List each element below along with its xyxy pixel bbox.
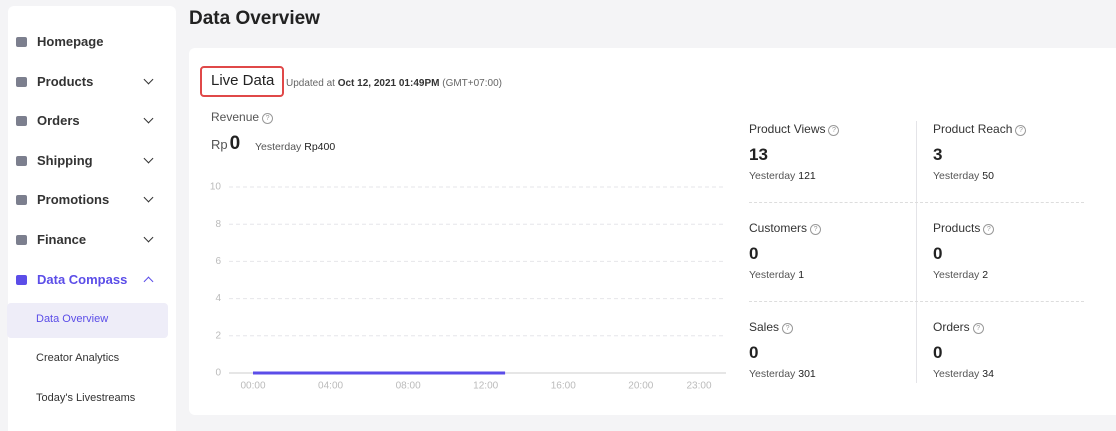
yesterday-label: Yesterday <box>749 170 796 182</box>
y-tick-label: 4 <box>215 293 221 304</box>
metric-value: 0 <box>749 244 759 263</box>
y-tick-label: 2 <box>215 330 221 341</box>
nav-subitem[interactable]: Today's Livestreams <box>36 392 136 404</box>
updated-time: Oct 12, 2021 01:49PM <box>337 78 440 89</box>
y-tick-label: 0 <box>215 368 221 379</box>
yesterday-label: Yesterday <box>933 269 980 281</box>
nav-item[interactable]: Finance <box>37 232 87 247</box>
help-icon[interactable]: ? <box>828 125 840 136</box>
nav-icon <box>16 235 27 245</box>
metric-label-text: Orders <box>933 320 970 334</box>
revenue-label: Revenue? <box>211 110 274 124</box>
y-tick-label: 8 <box>215 219 221 230</box>
metric-label: Product Views? <box>749 122 840 136</box>
yesterday-value: 2 <box>982 269 989 281</box>
yesterday-value: 301 <box>798 368 816 380</box>
nav-item[interactable]: Data Compass <box>37 272 128 287</box>
metric-label: Orders? <box>933 320 984 334</box>
y-tick-label: 10 <box>210 182 222 193</box>
x-tick-label: 23:00 <box>686 381 711 392</box>
help-icon[interactable]: ? <box>1015 125 1027 136</box>
nav-icon <box>16 195 27 205</box>
x-tick-label: 12:00 <box>473 381 498 392</box>
metric-value: 0 <box>933 343 943 362</box>
metric-label-text: Product Reach <box>933 122 1013 136</box>
yesterday-label: Yesterday <box>749 269 796 281</box>
nav-subitem[interactable]: Creator Analytics <box>36 352 120 364</box>
nav-item[interactable]: Shipping <box>37 153 93 168</box>
metric-yesterday: Yesterday 50 <box>933 170 994 182</box>
metric-label: Customers? <box>749 221 822 235</box>
yesterday-value: 50 <box>982 170 994 182</box>
updated-prefix: Updated at <box>286 78 335 89</box>
yesterday-value: 121 <box>798 170 816 182</box>
highlight-box <box>200 66 284 97</box>
nav-item[interactable]: Promotions <box>37 192 110 207</box>
nav-item[interactable]: Products <box>37 74 94 89</box>
revenue-label-text: Revenue <box>211 110 260 124</box>
metric-yesterday: Yesterday 2 <box>933 269 988 281</box>
metric-label-text: Sales <box>749 320 780 334</box>
nav-icon <box>16 116 27 126</box>
main-card <box>189 48 1116 415</box>
y-tick-label: 6 <box>215 256 221 267</box>
metric-label: Sales? <box>749 320 794 334</box>
yesterday-label: Yesterday <box>255 141 302 153</box>
yesterday-label: Yesterday <box>933 368 980 380</box>
nav-icon <box>16 275 27 285</box>
x-tick-label: 00:00 <box>240 381 265 392</box>
metric-label-text: Products <box>933 221 981 235</box>
help-icon[interactable]: ? <box>810 224 822 235</box>
divider <box>749 301 1084 302</box>
metric-value: 13 <box>749 145 768 164</box>
yesterday-value: 34 <box>982 368 994 380</box>
sidebar <box>8 6 176 431</box>
yesterday-value: 1 <box>798 269 805 281</box>
revenue-value: Rp 0 <box>211 133 240 155</box>
nav-item[interactable]: Orders <box>37 113 80 128</box>
live-title: Live Data <box>211 72 275 89</box>
metric-yesterday: Yesterday 1 <box>749 269 804 281</box>
yesterday-label: Yesterday <box>749 368 796 380</box>
help-icon[interactable]: ? <box>262 113 274 124</box>
metric-yesterday: Yesterday 301 <box>749 368 816 380</box>
nav-icon <box>16 156 27 166</box>
currency: Rp <box>211 137 228 152</box>
metric-label: Product Reach? <box>933 122 1027 136</box>
updated: Updated at Oct 12, 2021 01:49PM (GMT+07:… <box>286 78 502 89</box>
help-icon[interactable]: ? <box>782 323 794 334</box>
nav-icon <box>16 77 27 87</box>
nav-icon <box>16 37 27 47</box>
help-icon[interactable]: ? <box>983 224 995 235</box>
timezone: (GMT+07:00) <box>442 78 502 89</box>
x-tick-label: 20:00 <box>628 381 653 392</box>
metric-value: 0 <box>749 343 759 362</box>
x-tick-label: 04:00 <box>318 381 343 392</box>
metric-label-text: Customers <box>749 221 808 235</box>
x-tick-label: 08:00 <box>396 381 421 392</box>
metric-value: 0 <box>933 244 943 263</box>
nav-subitem[interactable]: Data Overview <box>36 313 109 325</box>
divider <box>916 121 917 383</box>
nav-item[interactable]: Homepage <box>37 34 104 49</box>
nav-active-bg <box>7 303 168 338</box>
metric-value: 3 <box>933 145 943 164</box>
page-title: Data Overview <box>189 8 320 29</box>
yesterday-value: Rp400 <box>304 141 336 153</box>
help-icon[interactable]: ? <box>972 323 984 334</box>
metric-yesterday: Yesterday 34 <box>933 368 994 380</box>
metric-label-text: Product Views <box>749 122 826 136</box>
revenue-number: 0 <box>229 133 241 154</box>
divider <box>749 202 1084 203</box>
metric-label: Products? <box>933 221 995 235</box>
metric-yesterday: Yesterday 121 <box>749 170 816 182</box>
yesterday-label: Yesterday <box>933 170 980 182</box>
x-tick-label: 16:00 <box>551 381 576 392</box>
revenue-yesterday: Yesterday Rp400 <box>255 141 335 153</box>
